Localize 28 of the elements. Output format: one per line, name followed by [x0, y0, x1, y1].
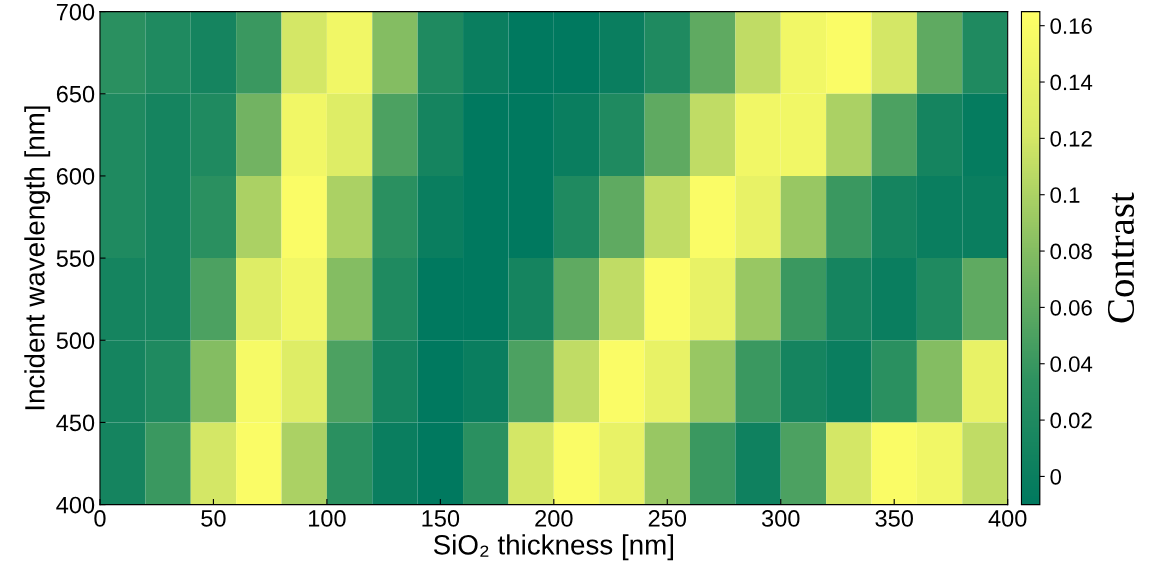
y-tick-label: 700	[56, 3, 95, 21]
x-tick-label: 50	[201, 510, 226, 527]
x-tick-label: 100	[309, 510, 346, 527]
color-bar-label: 0.14	[1050, 74, 1093, 91]
y-tick-label: 600	[56, 168, 95, 185]
color-bar-label: 0.16	[1050, 18, 1092, 34]
y-tick-label: 650	[56, 85, 95, 103]
y-tick-label: 550	[56, 250, 95, 267]
x-tick-label: 200	[535, 510, 573, 527]
x-tick-label: 0	[94, 510, 106, 527]
color-bar-label: 0.08	[1050, 243, 1092, 260]
color-bar-label: 0.1	[1050, 187, 1080, 203]
x-tick-label: 350	[875, 510, 913, 527]
color-bar-title: Contrast	[1107, 192, 1135, 323]
x-axis-title: SiO₂ thickness [nm]	[433, 534, 674, 561]
color-bar-label: 0.02	[1050, 412, 1092, 429]
y-tick-label: 450	[56, 414, 95, 432]
y-tick-label: 500	[56, 332, 95, 350]
color-bar-label: 0.04	[1050, 356, 1093, 373]
x-tick-label: 400	[988, 510, 1027, 527]
color-bar-label: 0.06	[1050, 299, 1092, 316]
y-tick-label: 400	[56, 496, 95, 514]
color-bar-label: 0.12	[1050, 130, 1092, 147]
x-tick-label: 250	[648, 510, 687, 527]
x-tick-label: 300	[761, 510, 800, 527]
y-axis-title: Incident wavelength [nm]	[24, 106, 51, 410]
color-bar-label: 0	[1050, 468, 1062, 485]
x-tick-label: 150	[422, 510, 460, 527]
